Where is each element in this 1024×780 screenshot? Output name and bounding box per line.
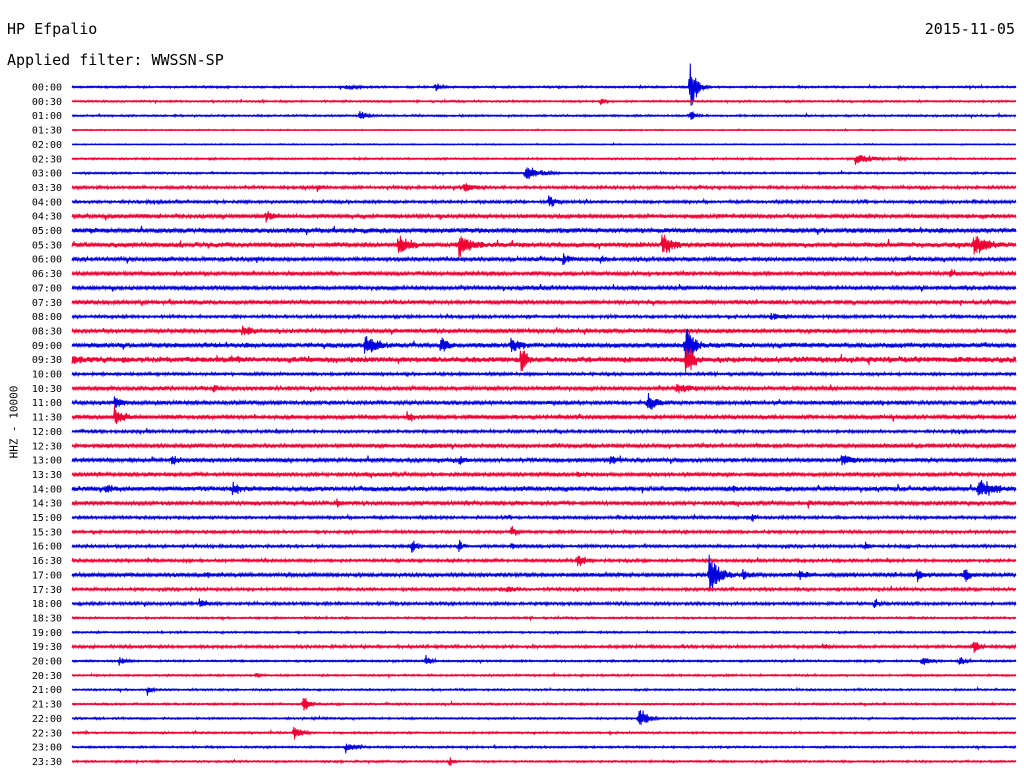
seismic-trace [71, 234, 1017, 258]
seismic-trace [71, 195, 1017, 207]
row-time-label: 13:30 [32, 470, 62, 481]
row-time-label: 18:30 [32, 613, 62, 624]
row-time-label: 15:30 [32, 527, 62, 538]
row-time-label: 08:00 [32, 312, 62, 323]
seismic-trace [71, 154, 1017, 165]
row-time-label: 19:00 [32, 628, 62, 639]
row-time-label: 03:30 [32, 183, 62, 194]
row-time-label: 12:00 [32, 427, 62, 438]
seismic-trace [71, 526, 1017, 536]
row-time-label: 23:00 [32, 743, 62, 754]
row-time-label: 20:30 [32, 671, 62, 682]
row-time-label: 21:00 [32, 685, 62, 696]
row-time-label: 06:00 [32, 255, 62, 266]
row-time-label: 10:30 [32, 384, 62, 395]
seismic-trace [71, 392, 1017, 410]
row-time-label: 09:00 [32, 341, 62, 352]
row-time-label: 18:00 [32, 599, 62, 610]
seismic-trace [71, 685, 1017, 696]
row-time-label: 12:30 [32, 441, 62, 452]
row-time-label: 07:00 [32, 283, 62, 294]
seismic-trace [71, 211, 1017, 223]
row-time-label: 22:30 [32, 728, 62, 739]
row-time-label: 17:30 [32, 585, 62, 596]
row-time-label: 02:00 [32, 140, 62, 151]
row-time-label: 14:30 [32, 499, 62, 510]
row-time-label: 11:00 [32, 398, 62, 409]
row-time-label: 21:30 [32, 700, 62, 711]
row-time-label: 13:00 [32, 456, 62, 467]
row-time-label: 05:30 [32, 240, 62, 251]
row-time-label: 07:30 [32, 298, 62, 309]
row-time-label: 03:00 [32, 169, 62, 180]
seismic-trace [71, 63, 1017, 106]
row-time-label: 04:30 [32, 212, 62, 223]
row-time-label: 09:30 [32, 355, 62, 366]
row-time-label: 05:00 [32, 226, 62, 237]
row-time-label: 19:30 [32, 642, 62, 653]
row-time-label: 04:00 [32, 197, 62, 208]
row-time-label: 16:00 [32, 542, 62, 553]
seismic-trace [71, 405, 1017, 425]
row-time-label: 15:00 [32, 513, 62, 524]
seismic-trace [71, 480, 1017, 496]
row-time-label: 22:00 [32, 714, 62, 725]
row-time-label: 17:00 [32, 570, 62, 581]
plot-date: 2015-11-05 [924, 20, 1015, 38]
row-time-label: 16:30 [32, 556, 62, 567]
seismic-trace [71, 710, 1017, 725]
row-time-label: 10:00 [32, 370, 62, 381]
row-time-label: 08:30 [32, 326, 62, 337]
filter-label: Applied filter: WWSSN-SP [7, 51, 224, 69]
row-time-label: 00:30 [32, 97, 62, 108]
row-time-label: 20:00 [32, 657, 62, 668]
row-time-label: 23:30 [32, 757, 62, 768]
seismic-trace [71, 743, 1017, 754]
row-time-label: 11:30 [32, 413, 62, 424]
row-time-label: 01:30 [32, 126, 62, 137]
row-time-label: 00:00 [32, 83, 62, 94]
station-name: HP Efpalio [7, 20, 98, 38]
seismic-trace [71, 348, 1017, 373]
row-time-label: 06:30 [32, 269, 62, 280]
row-time-label: 01:00 [32, 111, 62, 122]
row-time-label: 14:00 [32, 484, 62, 495]
row-time-label: 02:30 [32, 154, 62, 165]
seismic-trace [71, 642, 1017, 653]
